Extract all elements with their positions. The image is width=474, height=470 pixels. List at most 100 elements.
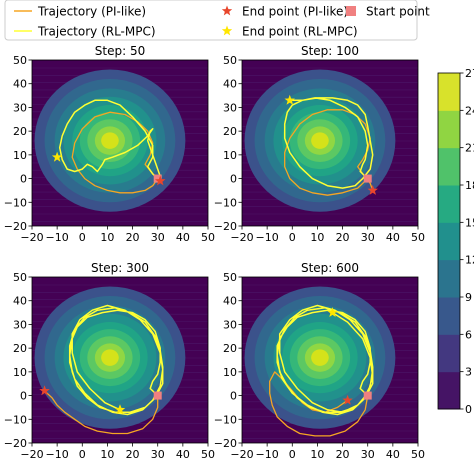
x-tick-label: 20 <box>336 448 350 461</box>
x-tick-label: −20 <box>20 448 43 461</box>
colorbar-tick-label: 21 <box>465 142 474 155</box>
heatmap-contour <box>101 349 119 366</box>
trajectory-pi-like <box>269 371 369 437</box>
trajectory-pi-like <box>71 111 159 194</box>
heatmap-contour <box>311 349 329 366</box>
x-tick-label: 50 <box>411 448 425 461</box>
legend-frame <box>4 0 418 41</box>
x-tick-label: −10 <box>46 448 69 461</box>
y-tick-label: 20 <box>223 125 237 138</box>
trajectory-rl-mpc <box>276 304 374 416</box>
y-tick-label: −20 <box>214 437 237 450</box>
end-point-pi-like <box>367 184 378 195</box>
x-tick-label: 10 <box>310 231 324 244</box>
x-tick-label: 0 <box>79 448 86 461</box>
colorbar-tick-label: 15 <box>465 216 474 229</box>
axes-frame <box>31 59 209 227</box>
x-tick-label: 10 <box>310 448 324 461</box>
y-tick-label: 40 <box>13 78 27 91</box>
y-tick-label: −10 <box>214 413 237 426</box>
y-tick-label: 0 <box>230 390 237 403</box>
y-tick-label: 20 <box>13 342 27 355</box>
y-tick-label: 30 <box>223 101 237 114</box>
x-tick-label: 30 <box>361 231 375 244</box>
y-tick-label: −20 <box>214 220 237 233</box>
colorbar-frame <box>437 72 461 410</box>
x-tick-label: 10 <box>100 448 114 461</box>
y-tick-label: 20 <box>223 342 237 355</box>
x-tick-label: 40 <box>176 231 190 244</box>
colorbar-tick-label: 0 <box>465 403 472 416</box>
legend: Trajectory (PI-like) Trajectory (RL-MPC) E… <box>4 0 430 41</box>
trajectory-rl-mpc <box>68 304 164 416</box>
axes-frame <box>241 59 419 227</box>
trajectory-pi-like <box>284 109 374 196</box>
axes-frame <box>31 276 209 444</box>
y-tick-label: 0 <box>20 173 27 186</box>
x-tick-label: 0 <box>79 231 86 244</box>
end-point-rl-mpc <box>327 307 338 317</box>
x-tick-label: 50 <box>201 231 215 244</box>
y-tick-label: −10 <box>4 413 27 426</box>
start-point-marker <box>363 174 372 183</box>
x-tick-label: 40 <box>176 448 190 461</box>
colorbar-segment <box>438 334 460 373</box>
x-tick-label: −10 <box>256 231 279 244</box>
end-point-rl-mpc <box>51 151 63 162</box>
y-tick-label: −20 <box>4 220 27 233</box>
plot-area <box>32 277 208 443</box>
colorbar-segment <box>438 110 460 149</box>
x-tick-label: −20 <box>20 231 43 244</box>
plot-area <box>242 60 418 226</box>
x-tick-label: 40 <box>386 448 400 461</box>
subplot-title: Step: 300 <box>91 261 149 275</box>
plot-area <box>242 277 418 443</box>
chart-panel: Step: 300−20 −10 0 10 20 30 40 50−20−1001020304… <box>4 261 215 461</box>
legend-label: Start point <box>366 5 430 19</box>
colorbar-segment <box>438 297 460 335</box>
legend-square-swatch <box>346 6 356 16</box>
end-point-rl-mpc <box>114 404 126 415</box>
x-tick-label: 20 <box>126 231 140 244</box>
x-tick-label: −20 <box>230 448 253 461</box>
x-tick-label: −20 <box>230 231 253 244</box>
subplot-title: Step: 600 <box>301 261 359 275</box>
colorbar-tick-label: 12 <box>465 254 474 267</box>
colorbar-tick-label: 6 <box>465 328 472 341</box>
start-point-marker <box>153 391 162 400</box>
end-point-pi-like <box>39 385 50 396</box>
colorbar-tick-label: 3 <box>465 366 472 379</box>
chart-panel: Step: 50−20 −10 0 10 20 30 40 50−20−10010203040… <box>4 44 215 244</box>
x-tick-label: −10 <box>46 231 69 244</box>
legend-label: Trajectory (RL-MPC) <box>37 25 156 39</box>
y-tick-label: 10 <box>13 366 27 379</box>
y-tick-label: 40 <box>223 78 237 91</box>
colorbar-segment <box>438 259 460 298</box>
x-tick-label: 30 <box>151 231 165 244</box>
heatmap-contour <box>311 132 329 149</box>
colorbar-tick-label: 24 <box>465 104 474 117</box>
colorbar-tick-label: 18 <box>465 179 474 192</box>
heatmap-contour <box>101 132 119 149</box>
trajectory-pi-like <box>44 390 159 435</box>
trajectory-rl-mpc <box>283 97 374 189</box>
subplot-title: Step: 50 <box>95 44 145 58</box>
y-tick-label: 0 <box>230 173 237 186</box>
x-tick-label: 50 <box>411 231 425 244</box>
y-tick-label: −20 <box>4 437 27 450</box>
y-tick-label: 30 <box>13 318 27 331</box>
y-tick-label: 30 <box>13 101 27 114</box>
panels: Step: 50−20 −10 0 10 20 30 40 50−20−10010203040… <box>4 44 425 461</box>
y-tick-label: 0 <box>20 390 27 403</box>
end-point-pi-like <box>342 394 353 405</box>
axes-frame <box>241 276 419 444</box>
chart-panel: Step: 100−20 −10 0 10 20 30 40 50−20−1001020304… <box>214 44 425 244</box>
x-tick-label: 20 <box>336 231 350 244</box>
x-tick-label: 0 <box>289 448 296 461</box>
y-tick-label: 10 <box>13 149 27 162</box>
x-tick-label: 0 <box>289 231 296 244</box>
y-tick-label: 50 <box>13 54 27 67</box>
trajectory-rl-mpc <box>58 99 161 180</box>
subplot-title: Step: 100 <box>301 44 359 58</box>
legend-star-swatch <box>221 25 233 36</box>
